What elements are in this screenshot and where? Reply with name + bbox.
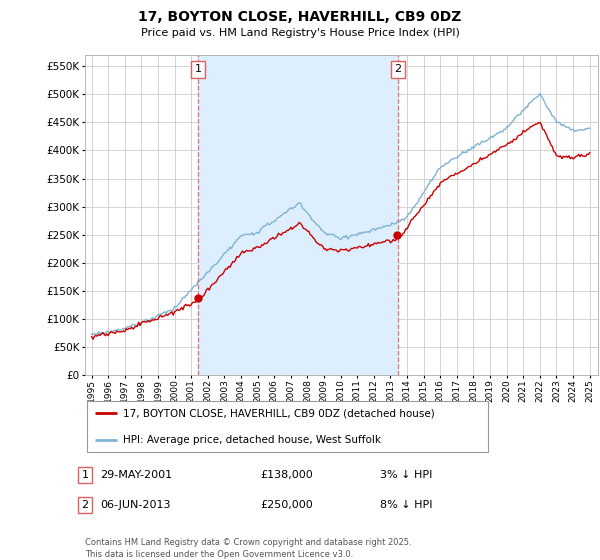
Text: HPI: Average price, detached house, West Suffolk: HPI: Average price, detached house, West…: [124, 435, 382, 445]
FancyBboxPatch shape: [87, 401, 488, 452]
Text: Price paid vs. HM Land Registry's House Price Index (HPI): Price paid vs. HM Land Registry's House …: [140, 28, 460, 38]
Text: £138,000: £138,000: [260, 470, 313, 480]
Text: £250,000: £250,000: [260, 500, 313, 510]
Text: 29-MAY-2001: 29-MAY-2001: [100, 470, 172, 480]
Text: 3% ↓ HPI: 3% ↓ HPI: [380, 470, 433, 480]
Text: 06-JUN-2013: 06-JUN-2013: [100, 500, 170, 510]
Text: Contains HM Land Registry data © Crown copyright and database right 2025.
This d: Contains HM Land Registry data © Crown c…: [85, 538, 412, 559]
Text: 2: 2: [394, 64, 401, 74]
Text: 8% ↓ HPI: 8% ↓ HPI: [380, 500, 433, 510]
Text: 17, BOYTON CLOSE, HAVERHILL, CB9 0DZ: 17, BOYTON CLOSE, HAVERHILL, CB9 0DZ: [139, 10, 461, 24]
Text: 17, BOYTON CLOSE, HAVERHILL, CB9 0DZ (detached house): 17, BOYTON CLOSE, HAVERHILL, CB9 0DZ (de…: [124, 408, 435, 418]
Text: 2: 2: [82, 500, 89, 510]
Text: 1: 1: [82, 470, 89, 480]
Bar: [198, 55, 398, 375]
Text: 1: 1: [195, 64, 202, 74]
